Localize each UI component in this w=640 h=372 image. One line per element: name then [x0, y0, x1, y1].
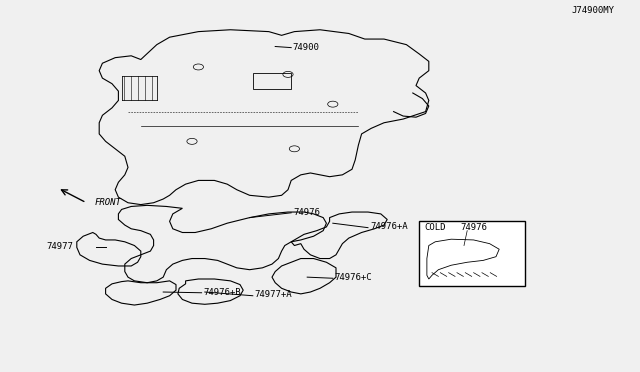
Text: COLD: COLD	[424, 222, 446, 231]
Bar	[419, 221, 525, 286]
Text: J74900MY: J74900MY	[572, 6, 614, 15]
Text: 74900: 74900	[292, 43, 319, 52]
Text: 74976: 74976	[293, 208, 320, 217]
Text: 74976: 74976	[461, 222, 488, 231]
Text: 74977: 74977	[47, 242, 74, 251]
Text: 74976+A: 74976+A	[370, 222, 408, 231]
Text: 74977+A: 74977+A	[255, 291, 292, 299]
Bar	[253, 73, 291, 89]
Text: 74976+B: 74976+B	[204, 288, 241, 297]
Text: FRONT: FRONT	[95, 198, 122, 207]
Text: 74976+C: 74976+C	[335, 273, 372, 282]
